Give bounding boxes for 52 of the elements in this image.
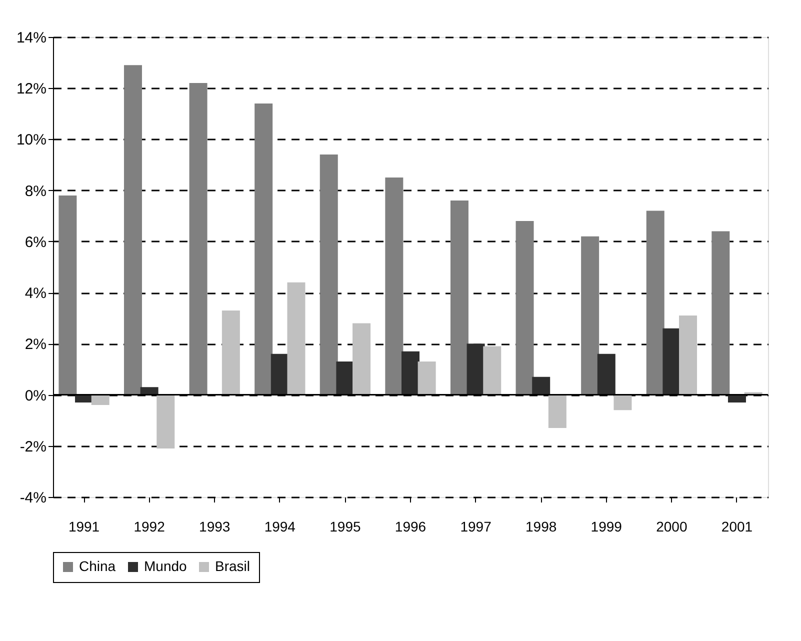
bar (222, 310, 240, 395)
bar (712, 231, 730, 395)
bar (548, 394, 566, 428)
x-tick-label: 1993 (199, 518, 230, 534)
bar (385, 178, 404, 395)
bar (516, 221, 534, 395)
bar (597, 354, 616, 395)
y-tick-label: 0% (24, 387, 46, 404)
legend-label: Brasil (215, 558, 250, 574)
x-tick-label: 1998 (526, 518, 557, 534)
bar (418, 362, 436, 395)
legend-label: China (79, 558, 116, 574)
x-tick-label: 2000 (656, 518, 688, 534)
x-tick-label: 1992 (134, 518, 166, 534)
bar (662, 328, 681, 395)
y-tick-label: 4% (24, 285, 46, 302)
x-tick-label: 1994 (264, 518, 296, 534)
y-tick-label: 14% (16, 30, 46, 46)
x-tick-label: 1995 (330, 518, 361, 534)
y-tick-label: -2% (20, 438, 46, 456)
bar (189, 83, 208, 395)
x-tick-label: 1991 (68, 518, 100, 534)
x-tick-label: 2001 (721, 518, 753, 534)
bar (352, 323, 371, 395)
bar (254, 103, 273, 395)
bar (532, 376, 550, 395)
y-tick-label: 8% (24, 182, 46, 200)
bar (679, 316, 698, 395)
y-tick-label: 10% (16, 132, 46, 149)
x-tick-label: 1999 (590, 518, 622, 534)
bar (156, 394, 175, 448)
bar (450, 200, 468, 395)
bar (58, 195, 77, 395)
legend-label: Mundo (144, 558, 188, 574)
y-tick-label: 2% (24, 336, 46, 354)
bar (124, 65, 142, 395)
bar (320, 154, 338, 395)
bar (728, 394, 746, 402)
y-tick-label: -4% (20, 490, 46, 506)
bar (581, 236, 600, 395)
bar (91, 394, 110, 405)
x-tick-label: 1996 (394, 518, 426, 534)
x-tick-label: 1997 (460, 518, 492, 534)
y-tick-label: 12% (16, 80, 46, 98)
bar (336, 362, 354, 395)
bar (646, 210, 664, 395)
bar (483, 346, 502, 395)
bar (287, 282, 306, 395)
bar (614, 394, 632, 410)
bar (402, 351, 420, 395)
y-tick-label: 6% (24, 234, 46, 251)
bar (140, 387, 158, 395)
